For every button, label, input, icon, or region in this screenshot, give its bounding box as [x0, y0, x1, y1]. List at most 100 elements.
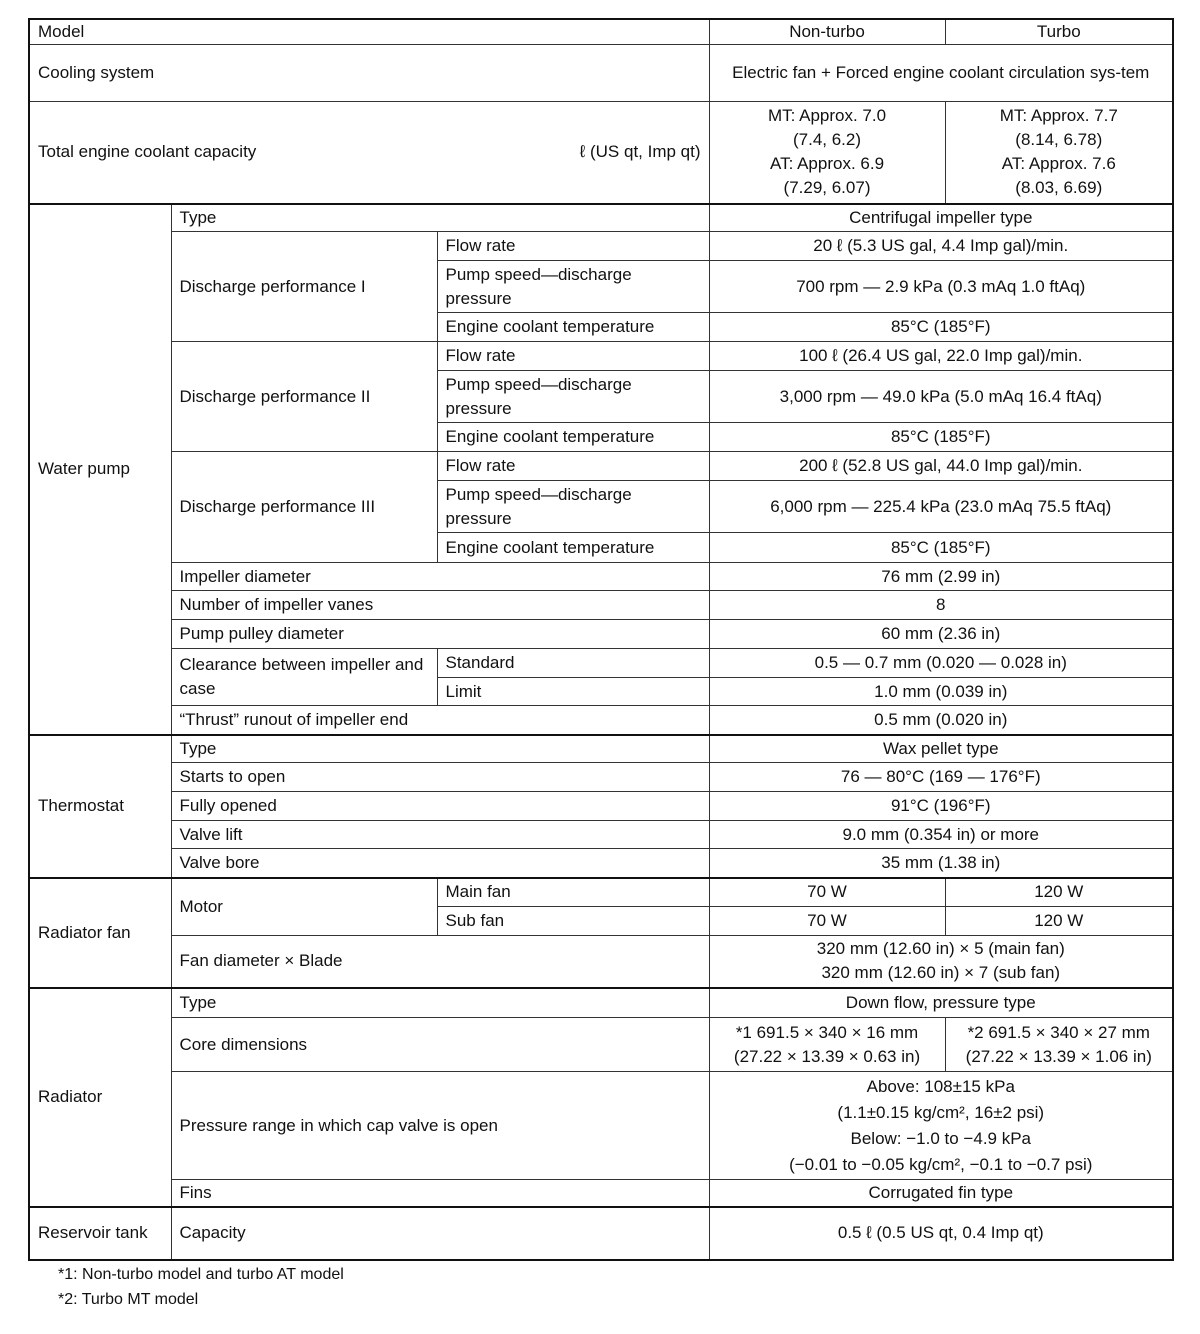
line: (7.4, 6.2) — [792, 130, 862, 150]
footnotes: *1: Non-turbo model and turbo AT model *… — [58, 1262, 344, 1312]
row-value: 85°C (185°F) — [708, 312, 1174, 342]
cooling-value: Electric fan + Forced engine coolant cir… — [708, 44, 1174, 102]
row-label: Starts to open — [170, 762, 710, 792]
row-label: Valve bore — [170, 848, 710, 878]
capacity-non-turbo: MT: Approx. 7.0 (7.4, 6.2) AT: Approx. 6.9… — [708, 101, 946, 204]
non-turbo-header: Non-turbo — [708, 18, 946, 45]
row-value: 700 rpm — 2.9 kPa (0.3 mAq 1.0 ftAq) — [708, 260, 1174, 313]
line: (8.03, 6.69) — [1015, 178, 1103, 198]
line: MT: Approx. 7.0 — [767, 106, 887, 126]
line: *1 691.5 × 340 × 16 mm — [735, 1022, 919, 1042]
row-value: 85°C (185°F) — [708, 422, 1174, 452]
row-label: Flow rate — [436, 451, 710, 481]
radiator-label: Radiator — [28, 986, 172, 1207]
row-label: Impeller diameter — [170, 562, 710, 591]
row-label: Fan diameter × Blade — [170, 935, 710, 988]
dp1-label: Discharge performance I — [170, 231, 438, 342]
row-value: 0.5 ℓ (0.5 US qt, 0.4 Imp qt) — [708, 1205, 1174, 1260]
row-value: 70 W — [708, 906, 946, 936]
row-label: Valve lift — [170, 820, 710, 849]
model-header: Model — [28, 18, 710, 45]
row-label: Fins — [170, 1179, 710, 1207]
row-value: 8 — [708, 590, 1174, 620]
footnote: *1: Non-turbo model and turbo AT model — [58, 1266, 344, 1283]
clearance-label: Clearance between impeller and case — [170, 648, 438, 706]
radiator-fan-label: Radiator fan — [28, 876, 172, 988]
row-label: Pump pulley diameter — [170, 619, 710, 649]
dp3-label: Discharge performance III — [170, 451, 438, 563]
row-label: “Thrust” runout of impeller end — [170, 705, 710, 735]
row-value: 60 mm (2.36 in) — [708, 619, 1174, 649]
line: (7.29, 6.07) — [783, 178, 871, 198]
row-value: Corrugated fin type — [708, 1179, 1174, 1207]
line: (1.1±0.15 kg/cm², 16±2 psi) — [837, 1102, 1045, 1122]
row-value: Above: 108±15 kPa (1.1±0.15 kg/cm², 16±2 … — [708, 1071, 1174, 1180]
row-value: 3,000 rpm — 49.0 kPa (5.0 mAq 16.4 ftAq) — [708, 370, 1174, 423]
line: Above: 108±15 kPa — [866, 1076, 1015, 1096]
line: 320 mm (12.60 in) × 7 (sub fan) — [821, 963, 1061, 983]
row-value: 70 W — [708, 876, 946, 907]
capacity-label: Total engine coolant capacity — [38, 142, 257, 162]
row-value: 91°C (196°F) — [708, 791, 1174, 821]
line: Below: −1.0 to −4.9 kPa — [850, 1128, 1032, 1148]
row-value: 76 — 80°C (169 — 176°F) — [708, 762, 1174, 792]
row-label: Limit — [436, 677, 710, 706]
row-value: 1.0 mm (0.039 in) — [708, 677, 1174, 706]
row-label: Flow rate — [436, 341, 710, 371]
thermostat-label: Thermostat — [28, 733, 172, 878]
row-value: Wax pellet type — [708, 733, 1174, 763]
row-label: Core dimensions — [170, 1017, 710, 1072]
row-label: Capacity — [170, 1205, 710, 1260]
row-value: Down flow, pressure type — [708, 986, 1174, 1018]
row-value: 20 ℓ (5.3 US gal, 4.4 Imp gal)/min. — [708, 231, 1174, 261]
cooling-label: Cooling system — [28, 44, 710, 102]
row-label: Pump speed—discharge pressure — [436, 260, 710, 313]
row-label: Engine coolant temperature — [436, 422, 710, 452]
capacity-label-cell: Total engine coolant capacity ℓ (US qt, I… — [28, 101, 710, 204]
core-non-turbo: *1 691.5 × 340 × 16 mm (27.22 × 13.39 × 0… — [708, 1017, 946, 1072]
line: AT: Approx. 7.6 — [1001, 154, 1116, 174]
row-label: Type — [170, 986, 710, 1018]
line: (27.22 × 13.39 × 1.06 in) — [965, 1046, 1152, 1066]
row-label: Pump speed—discharge pressure — [436, 370, 710, 423]
line: MT: Approx. 7.7 — [999, 106, 1118, 126]
row-value: 120 W — [944, 876, 1174, 907]
row-label: Fully opened — [170, 791, 710, 821]
line: AT: Approx. 6.9 — [770, 154, 885, 174]
capacity-turbo: MT: Approx. 7.7 (8.14, 6.78) AT: Approx. 7… — [944, 101, 1174, 204]
line: *2 691.5 × 340 × 27 mm — [967, 1022, 1150, 1042]
reservoir-label: Reservoir tank — [28, 1205, 172, 1260]
row-label: Pressure range in which cap valve is ope… — [170, 1071, 710, 1180]
row-label: Standard — [436, 648, 710, 678]
row-value: 9.0 mm (0.354 in) or more — [708, 820, 1174, 849]
row-label: Sub fan — [436, 906, 710, 936]
core-turbo: *2 691.5 × 340 × 27 mm (27.22 × 13.39 × 1… — [944, 1017, 1174, 1072]
row-value: 85°C (185°F) — [708, 532, 1174, 563]
row-value: Centrifugal impeller type — [708, 202, 1174, 232]
line: (8.14, 6.78) — [1015, 130, 1103, 150]
row-value: 0.5 — 0.7 mm (0.020 — 0.028 in) — [708, 648, 1174, 678]
row-label: Main fan — [436, 876, 710, 907]
row-label: Pump speed—discharge pressure — [436, 480, 710, 533]
dp2-label: Discharge performance II — [170, 341, 438, 452]
line: 320 mm (12.60 in) × 5 (main fan) — [816, 939, 1065, 959]
motor-label: Motor — [170, 876, 438, 936]
row-value: 0.5 mm (0.020 in) — [708, 705, 1174, 735]
row-value: 76 mm (2.99 in) — [708, 562, 1174, 591]
capacity-unit: ℓ (US qt, Imp qt) — [579, 142, 701, 162]
row-value: 320 mm (12.60 in) × 5 (main fan) 320 mm (… — [708, 935, 1174, 988]
cooling-spec-table: Model Non-turbo Turbo Cooling system Electr… — [28, 18, 1175, 1261]
water-pump-label: Water pump — [28, 202, 172, 735]
row-label: Engine coolant temperature — [436, 312, 710, 342]
row-value: 120 W — [944, 906, 1174, 936]
footnote: *2: Turbo MT model — [58, 1291, 199, 1308]
line: (27.22 × 13.39 × 0.63 in) — [733, 1046, 921, 1066]
row-value: 200 ℓ (52.8 US gal, 44.0 Imp gal)/min. — [708, 451, 1174, 481]
turbo-header: Turbo — [944, 18, 1174, 45]
line: (−0.01 to −0.05 kg/cm², −0.1 to −0.7 psi… — [789, 1154, 1093, 1174]
row-label: Type — [170, 202, 710, 232]
row-label: Type — [170, 733, 710, 763]
row-value: 100 ℓ (26.4 US gal, 22.0 Imp gal)/min. — [708, 341, 1174, 371]
row-label: Engine coolant temperature — [436, 532, 710, 563]
row-label: Number of impeller vanes — [170, 590, 710, 620]
